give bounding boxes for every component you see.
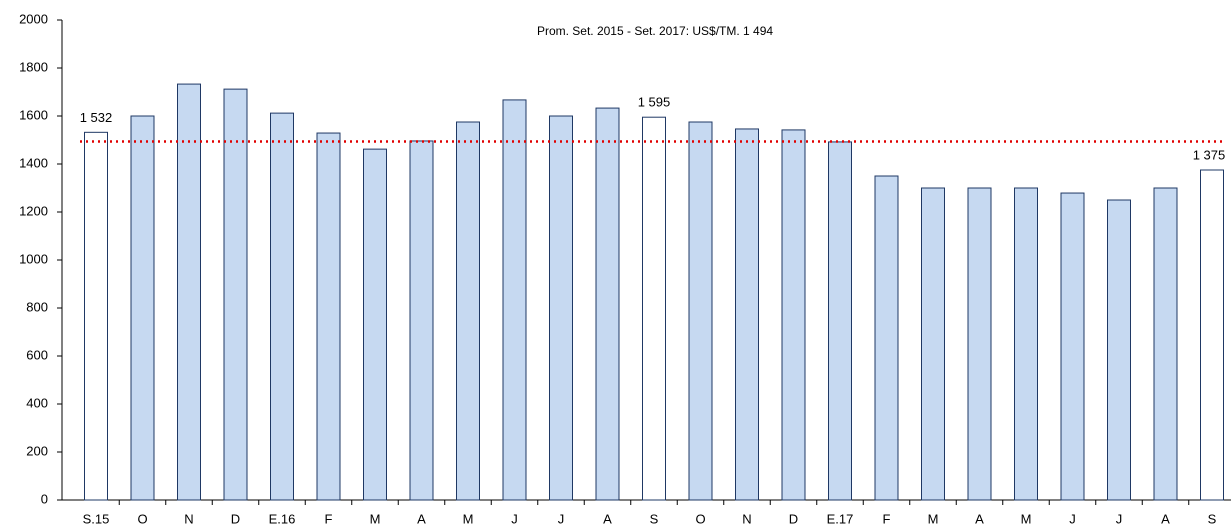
x-tick-label: D (231, 511, 240, 526)
x-tick-label: N (742, 511, 751, 526)
bar (1153, 187, 1178, 501)
bar (921, 187, 945, 501)
x-tick-label: A (603, 511, 612, 526)
y-tick-label: 400 (26, 395, 48, 410)
x-tick-label: J (1116, 511, 1123, 526)
x-tick-label: J (511, 511, 518, 526)
bar (688, 121, 713, 501)
bar (130, 115, 155, 501)
bar (781, 129, 806, 501)
bar (1014, 187, 1038, 501)
x-tick-label: M (928, 511, 939, 526)
bar (363, 148, 387, 501)
x-tick-label: A (1161, 511, 1170, 526)
x-tick-label: O (695, 511, 705, 526)
y-tick-label: 800 (26, 299, 48, 314)
bar (549, 115, 573, 501)
x-tick-label: D (789, 511, 798, 526)
y-tick-label: 2000 (19, 11, 48, 26)
bar (456, 121, 480, 501)
x-tick-label: S.15 (83, 511, 110, 526)
y-tick-label: 1200 (19, 203, 48, 218)
bar (502, 99, 527, 501)
value-label: 1 532 (80, 110, 113, 125)
bar (828, 141, 852, 501)
x-tick-label: O (137, 511, 147, 526)
bar (84, 131, 108, 501)
x-tick-label: E.17 (827, 511, 854, 526)
bar (874, 175, 899, 501)
value-label: 1 595 (638, 95, 671, 110)
x-tick-label: A (975, 511, 984, 526)
x-tick-label: N (184, 511, 193, 526)
x-tick-label: S (1208, 511, 1217, 526)
reference-label: Prom. Set. 2015 - Set. 2017: US$/TM. 1 4… (537, 24, 773, 38)
value-label: 1 375 (1193, 147, 1226, 162)
bar (595, 107, 620, 501)
x-tick-label: J (558, 511, 565, 526)
y-tick-label: 1000 (19, 251, 48, 266)
x-tick-label: M (370, 511, 381, 526)
y-tick-label: 1600 (19, 107, 48, 122)
bar (967, 187, 992, 501)
y-tick-label: 1400 (19, 155, 48, 170)
bar (316, 132, 341, 501)
y-tick-label: 0 (41, 491, 48, 506)
bar (642, 116, 666, 501)
bar (409, 140, 434, 501)
x-tick-label: F (883, 511, 891, 526)
y-tick-label: 600 (26, 347, 48, 362)
x-tick-label: E.16 (269, 511, 296, 526)
x-tick-label: M (463, 511, 474, 526)
y-tick-label: 200 (26, 443, 48, 458)
x-tick-label: J (1069, 511, 1076, 526)
bar (735, 128, 759, 501)
bar (1060, 192, 1085, 501)
bar (1107, 199, 1131, 501)
bar (1200, 169, 1224, 501)
x-tick-label: F (325, 511, 333, 526)
x-tick-label: M (1021, 511, 1032, 526)
x-tick-label: A (417, 511, 426, 526)
bar (270, 112, 294, 501)
bar (223, 88, 248, 501)
y-tick-label: 1800 (19, 59, 48, 74)
bar (177, 83, 201, 501)
x-tick-label: S (650, 511, 659, 526)
